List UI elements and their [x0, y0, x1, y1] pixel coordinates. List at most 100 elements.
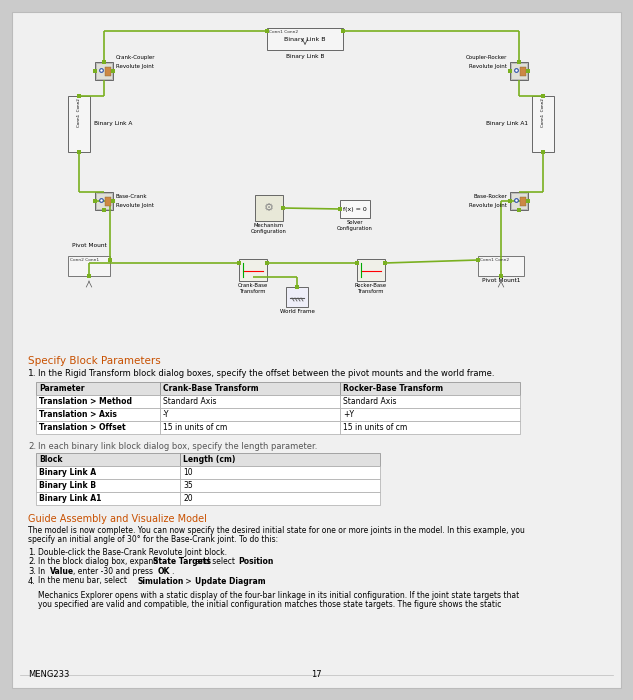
Text: 15 in units of cm: 15 in units of cm [343, 423, 407, 432]
Text: +Y: +Y [343, 410, 354, 419]
Text: Length (cm): Length (cm) [183, 455, 235, 464]
Bar [511, 193, 527, 209]
Text: Guide Assembly and Visualize Model: Guide Assembly and Visualize Model [28, 514, 207, 524]
FancyBboxPatch shape [12, 12, 621, 688]
Text: Revolute Joint: Revolute Joint [469, 64, 507, 69]
Text: you specified are valid and compatible, the initial configuration matches those : you specified are valid and compatible, … [38, 600, 501, 609]
Text: Coupler-Rocker: Coupler-Rocker [466, 55, 507, 60]
Text: Pivot Mount: Pivot Mount [72, 243, 106, 248]
Bar [239, 259, 267, 281]
Text: Binary Link B: Binary Link B [284, 38, 326, 43]
Text: Standard Axis: Standard Axis [163, 397, 216, 406]
Bar [357, 259, 385, 281]
Text: In: In [38, 567, 47, 576]
Text: Conn2 Conn1: Conn2 Conn1 [70, 258, 99, 262]
Text: Mechanics Explorer opens with a static display of the four-bar linkage in its in: Mechanics Explorer opens with a static d… [38, 591, 519, 600]
Text: Conn1 Conn2: Conn1 Conn2 [480, 258, 509, 262]
Text: Parameter: Parameter [39, 384, 84, 393]
Text: World Frame: World Frame [280, 309, 315, 314]
Text: .: . [268, 557, 270, 566]
Bar [511, 63, 527, 79]
Text: Binary Link A: Binary Link A [94, 122, 132, 127]
Text: Solver
Configuration: Solver Configuration [337, 220, 373, 231]
Bar [520, 197, 526, 206]
Bar [532, 96, 554, 152]
Text: Simulation: Simulation [138, 577, 184, 585]
Text: Revolute Joint: Revolute Joint [116, 64, 154, 69]
Text: In the block dialog box, expand: In the block dialog box, expand [38, 557, 161, 566]
Text: , enter -30 and press: , enter -30 and press [73, 567, 155, 576]
Text: Conn1  Conn2: Conn1 Conn2 [541, 98, 545, 127]
Text: Binary Link B: Binary Link B [39, 481, 96, 490]
Text: 17: 17 [311, 670, 322, 679]
Text: Binary Link A: Binary Link A [39, 468, 96, 477]
Bar [160, 421, 340, 434]
Text: Crank-Base
Transform: Crank-Base Transform [238, 283, 268, 294]
Text: Update Diagram: Update Diagram [195, 577, 266, 585]
Bar [340, 200, 370, 218]
Text: Specify Block Parameters: Specify Block Parameters [28, 356, 161, 366]
Text: 35: 35 [183, 481, 193, 490]
Bar [340, 395, 520, 408]
Text: 4.: 4. [28, 577, 36, 585]
Text: Binary Link A1: Binary Link A1 [39, 494, 101, 503]
Text: In each binary link block dialog box, specify the length parameter.: In each binary link block dialog box, sp… [38, 442, 317, 451]
Text: 1.: 1. [28, 548, 36, 557]
Text: Binary Link B: Binary Link B [286, 54, 324, 59]
Bar [160, 395, 340, 408]
Bar [180, 466, 380, 479]
Text: f(x) = 0: f(x) = 0 [343, 206, 367, 211]
Text: Binary Link A1: Binary Link A1 [486, 122, 528, 127]
Text: Conn1  Conn2: Conn1 Conn2 [77, 98, 81, 127]
Text: Double-click the Base-Crank Revolute Joint block.: Double-click the Base-Crank Revolute Joi… [38, 548, 227, 557]
Text: ⚙: ⚙ [264, 203, 274, 213]
Text: Base-Crank: Base-Crank [116, 194, 147, 199]
Text: Rocker-Base Transform: Rocker-Base Transform [343, 384, 443, 393]
Bar [105, 197, 111, 206]
Bar [340, 421, 520, 434]
Text: 1.: 1. [28, 369, 37, 378]
Bar [340, 382, 520, 395]
Text: Standard Axis: Standard Axis [343, 397, 396, 406]
Bar [510, 192, 528, 210]
Text: Crank-Coupler: Crank-Coupler [116, 55, 156, 60]
Bar [180, 479, 380, 492]
Bar [95, 62, 113, 80]
Text: 20: 20 [183, 494, 192, 503]
Bar [520, 66, 526, 76]
Text: Value: Value [50, 567, 74, 576]
Bar [478, 256, 524, 276]
Text: >: > [183, 577, 194, 585]
Bar [36, 466, 180, 479]
Text: and select: and select [193, 557, 237, 566]
Bar [95, 192, 113, 210]
Text: Translation > Axis: Translation > Axis [39, 410, 117, 419]
Text: 2.: 2. [28, 442, 36, 451]
Bar [96, 193, 112, 209]
Bar [36, 408, 160, 421]
Text: 15 in units of cm: 15 in units of cm [163, 423, 227, 432]
Bar [340, 408, 520, 421]
Text: .: . [171, 567, 173, 576]
Text: Crank-Base Transform: Crank-Base Transform [163, 384, 259, 393]
Text: Revolute Joint: Revolute Joint [116, 203, 154, 208]
Bar [510, 62, 528, 80]
Bar [36, 421, 160, 434]
Bar [36, 492, 180, 505]
Text: Rocker-Base
Transform: Rocker-Base Transform [355, 283, 387, 294]
Bar [255, 195, 283, 221]
Bar [180, 453, 380, 466]
Text: In the Rigid Transform block dialog boxes, specify the offset between the pivot : In the Rigid Transform block dialog boxe… [38, 369, 494, 378]
Text: 10: 10 [183, 468, 192, 477]
Text: The model is now complete. You can now specify the desired initial state for one: The model is now complete. You can now s… [28, 526, 525, 535]
Text: Position: Position [238, 557, 273, 566]
Text: -Y: -Y [163, 410, 170, 419]
Text: 2.: 2. [28, 557, 36, 566]
Text: 3.: 3. [28, 567, 36, 576]
Bar [36, 382, 160, 395]
Text: Translation > Offset: Translation > Offset [39, 423, 125, 432]
Bar [286, 287, 308, 307]
Bar [160, 382, 340, 395]
Text: Pivot Mount1: Pivot Mount1 [482, 278, 520, 283]
Text: MENG233: MENG233 [28, 670, 70, 679]
